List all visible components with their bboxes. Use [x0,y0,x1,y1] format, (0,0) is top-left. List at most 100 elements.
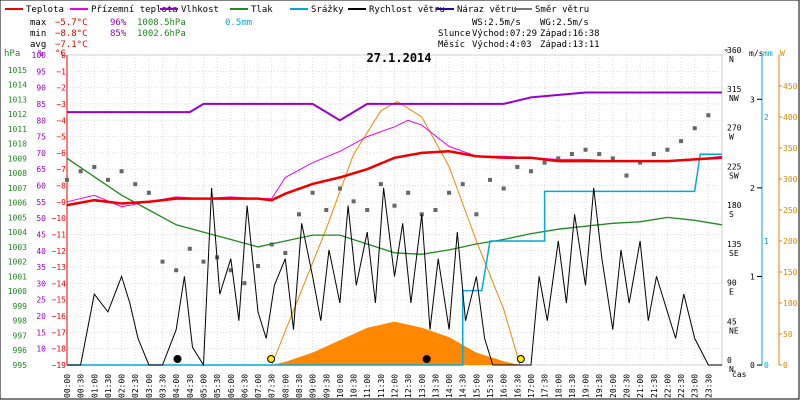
stats-max-hum: 96% [110,18,127,28]
tick-temp: −10 [52,214,67,223]
tick-x: 04:30 [186,374,195,398]
series-temperature [66,150,723,207]
tick-pct: 30 [36,279,46,288]
tick-w: 300 [783,175,798,184]
wind-direction-point [365,208,370,212]
tick-x: 11:00 [363,374,372,398]
tick-x: 12:30 [404,374,413,398]
tick-x: 01:00 [90,374,99,398]
tick-pct: 60 [36,182,46,191]
tick-x: 19:30 [595,374,604,398]
tick-x: 13:30 [431,374,440,398]
wind-direction-point [283,251,288,256]
tick-x: 03:00 [145,374,154,398]
info-moon-rise: Východ:4:03 [472,40,532,50]
tick-x: 05:00 [199,374,208,398]
stats-avg-label: avg [30,40,46,50]
axis-label-mm: mm [763,49,773,58]
tick-pct: 25 [36,296,46,305]
wind-direction-point [78,169,83,174]
tick-hpa: 1015 [8,66,27,75]
tick-dir-name: NW [729,94,739,103]
tick-mm: 1 [764,237,769,246]
wind-direction-point [569,152,574,157]
wind-direction-point [105,177,110,182]
tick-pct: 70 [36,149,46,158]
tick-x: 17:00 [527,374,536,398]
tick-temp: −19 [52,361,67,370]
tick-temp: −7 [56,165,66,174]
tick-pct: 85 [36,100,46,109]
info-sun-rise: Východ:07:29 [472,29,537,39]
x-axis: 00:00 00:30 01:00 01:30 02:00 02:30 03:00 03:30… [63,369,747,398]
tick-x: 01:30 [104,374,113,398]
tick-dir: 315 [727,85,742,94]
tick-x: 16:30 [513,374,522,398]
tick-temp: 0 [61,51,66,60]
tick-temp: −11 [52,230,67,239]
wind-direction-point [187,246,192,251]
wind-direction-point [160,259,165,264]
tick-hpa: 1013 [8,95,27,104]
tick-hpa: 1002 [8,258,27,267]
wind-direction-point [447,190,452,195]
tick-dir-name: SE [729,249,739,258]
stats-min-label: min [30,29,46,39]
wind-direction-point [528,169,533,174]
tick-x: 20:00 [609,374,618,398]
tick-x: 16:00 [500,374,509,398]
wind-direction-point [392,203,397,208]
tick-x: 21:30 [650,374,659,398]
tick-mm: 2 [764,113,769,122]
chart-title: 27.1.2014 [366,51,431,65]
wind-direction-point [460,182,465,187]
tick-pct: 100 [32,51,47,60]
wind-direction-point [501,186,506,191]
tick-x: 21:00 [636,374,645,398]
tick-hpa: 1000 [8,287,27,296]
tick-x: 18:00 [554,374,563,398]
tick-x: 08:00 [281,374,290,398]
wind-direction-point [310,190,315,195]
info-ws: WS:2.5m/s [472,18,521,28]
tick-hpa: 998 [13,317,28,326]
tick-dir: 360 [727,46,742,55]
tick-temp: −13 [52,263,67,272]
sunrise-marker [267,355,276,363]
tick-w: 150 [783,268,798,277]
wind-direction-point [242,281,247,286]
tick-w: 0 [783,361,788,370]
tick-dir-name: NE [729,326,739,335]
tick-x: 02:00 [118,374,127,398]
tick-temp: −18 [52,345,67,354]
tick-w: 100 [783,299,798,308]
wind-direction-point [337,186,342,191]
stats-min-hum: 85% [110,29,127,39]
tick-dir: 270 [727,124,742,133]
tick-x: 13:00 [418,374,427,398]
tick-ms: 3 [750,95,755,104]
tick-x: 07:30 [268,374,277,398]
tick-dir-name: N [729,55,734,64]
tick-x: 09:00 [309,374,318,398]
tick-x: 11:30 [377,374,386,398]
wind-direction-point [433,208,438,212]
tick-hpa: 1008 [8,169,27,178]
info-block: WS:2.5m/s WG:2.5m/s Slunce Východ:07:29 … [438,18,600,50]
legend-label: Náraz větru [457,5,517,15]
legend-label: Teplota [26,5,64,15]
wind-direction-point [556,156,561,161]
info-wg: WG:2.5m/s [540,18,589,28]
tick-x: 12:00 [391,374,400,398]
legend: Teplota Přízemní teplota Vlhkost Tlak Srážky… [5,5,589,15]
tick-temp: −16 [52,312,67,321]
tick-pct: 15 [36,328,46,337]
stats-max-label: max [30,18,47,28]
axis-label-x: čas [732,369,747,379]
moonset-marker [422,355,431,363]
legend-label: Přízemní teplota [91,5,178,15]
tick-hpa: 1014 [8,81,27,90]
tick-w: 250 [783,206,798,215]
tick-temp: −3 [56,100,66,109]
